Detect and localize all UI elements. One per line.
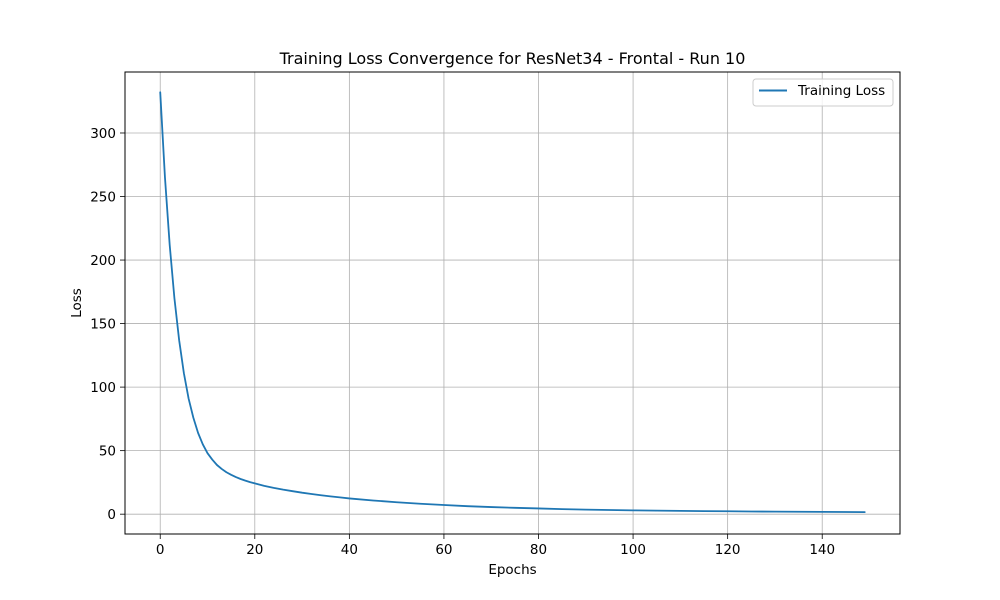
y-axis-label: Loss <box>69 288 85 318</box>
y-tick-label: 50 <box>99 444 116 460</box>
chart-title: Training Loss Convergence for ResNet34 -… <box>279 49 746 68</box>
x-tick-label: 120 <box>715 542 741 558</box>
legend-entry-training-loss: Training Loss <box>797 83 885 99</box>
series-layer <box>159 91 866 514</box>
x-tick-label: 140 <box>809 542 835 558</box>
y-tick-label: 250 <box>90 190 116 206</box>
y-tick-label: 150 <box>90 317 116 333</box>
x-tick-label: 40 <box>341 542 358 558</box>
x-tick-label: 100 <box>620 542 646 558</box>
y-tick-label: 0 <box>107 507 116 523</box>
x-tick-label: 20 <box>246 542 263 558</box>
y-tick-label: 100 <box>90 380 116 396</box>
series-line-training-loss <box>159 91 866 514</box>
grid <box>125 72 900 534</box>
legend: Training Loss <box>752 78 894 107</box>
legend-box <box>752 78 894 107</box>
x-tick-label: 0 <box>156 542 165 558</box>
y-tick-label: 200 <box>90 253 116 269</box>
y-tick-label: 300 <box>90 126 116 142</box>
x-tick-label: 80 <box>530 542 547 558</box>
ticks: 0 20 40 60 80 100 120 140 0 50 100 150 200 250 300 <box>90 126 835 558</box>
x-axis-label: Epochs <box>488 562 536 578</box>
x-tick-label: 60 <box>435 542 452 558</box>
plot-frame <box>124 71 901 535</box>
